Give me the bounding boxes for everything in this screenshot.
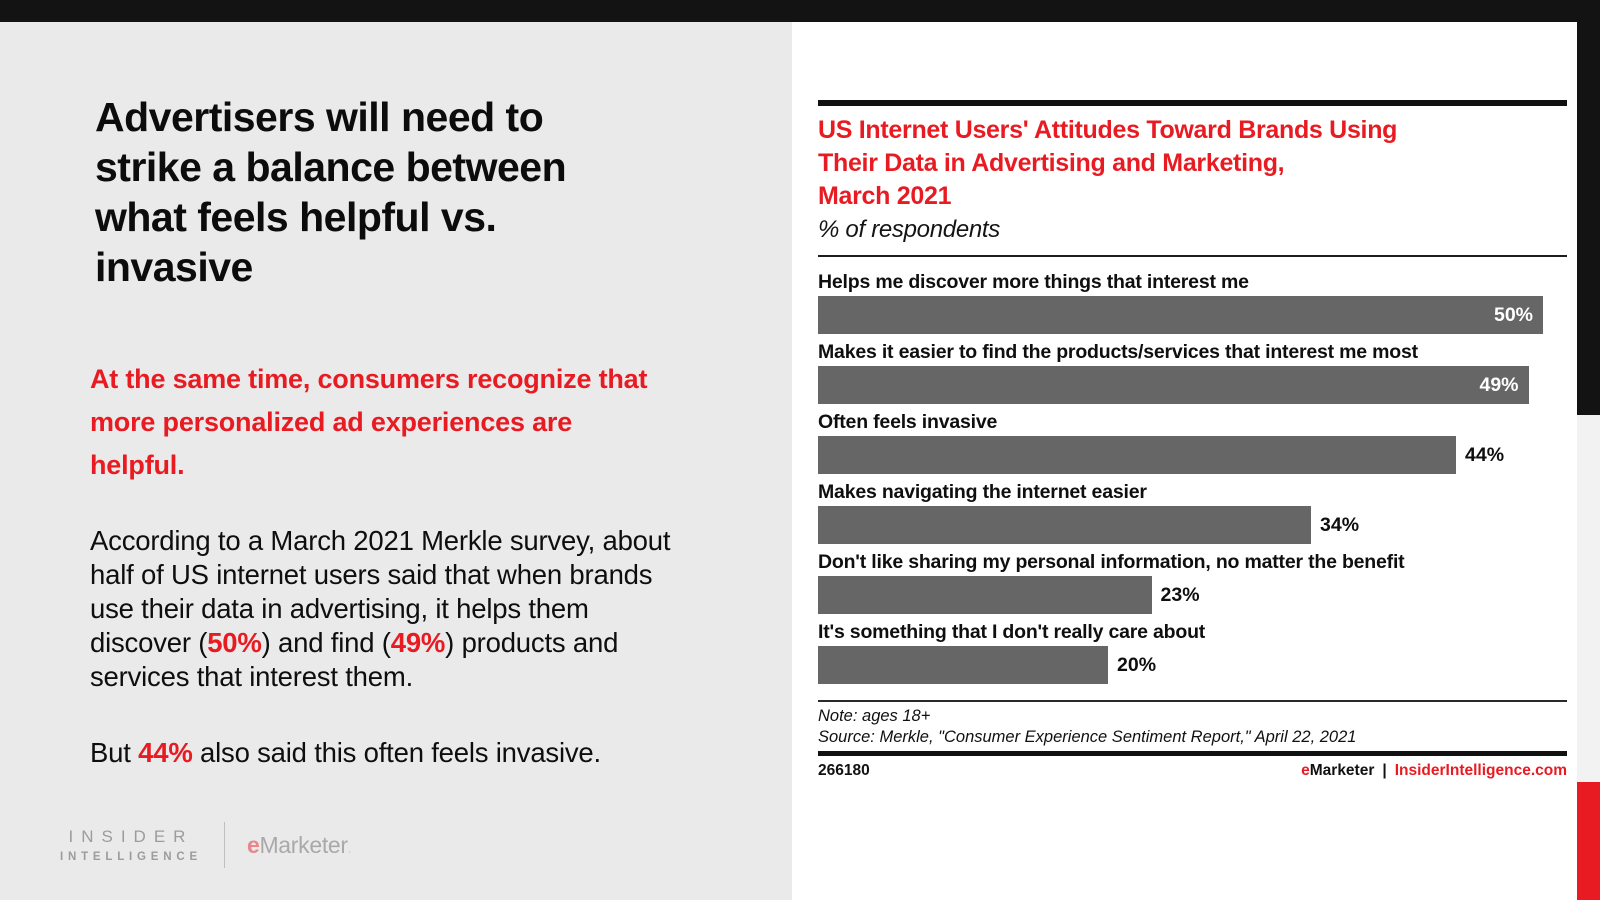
emphasis-paragraph: At the same time, consumers recognize th… <box>90 358 750 487</box>
emarketer-logo-text: Marketer <box>259 831 348 858</box>
headline-line: strike a balance between <box>95 144 567 190</box>
headline-line: invasive <box>95 244 253 290</box>
bar <box>818 646 1108 684</box>
brand-separator: | <box>1382 762 1387 779</box>
bar-category-label: Helps me discover more things that inter… <box>818 271 1249 293</box>
text-line: services that interest them. <box>90 660 770 694</box>
chart-source: Source: Merkle, "Consumer Experience Sen… <box>818 728 1357 746</box>
right-edge-strip-red <box>1577 782 1600 900</box>
emphasis-line: helpful. <box>90 450 185 480</box>
chart-card: US Internet Users' Attitudes Toward Bran… <box>792 22 1577 900</box>
text-run: discover ( <box>90 627 208 658</box>
text-line: discover (50%) and find (49%) products a… <box>90 626 770 660</box>
bar-value-label: 23% <box>1160 584 1200 606</box>
chart-title-line: Their Data in Advertising and Marketing, <box>818 149 1285 177</box>
brand-marketer: Marketer <box>1309 762 1375 779</box>
bar-chart-rows: Helps me discover more things that inter… <box>818 269 1567 684</box>
bar-value-label: 44% <box>1465 444 1505 466</box>
emarketer-logo: eMarketer. <box>246 831 352 859</box>
bar-category-label: Don't like sharing my personal informati… <box>818 551 1405 573</box>
logo-divider <box>223 822 225 868</box>
text-run: half of US internet users said that when… <box>90 559 653 590</box>
bar-category-label: Makes navigating the internet easier <box>818 481 1147 503</box>
headline-line: Advertisers will need to <box>95 94 544 140</box>
bar <box>818 506 1311 544</box>
chart-title-line: March 2021 <box>818 182 952 210</box>
text-line: According to a March 2021 Merkle survey,… <box>90 524 770 558</box>
chart-footer: 266180 eMarketer | InsiderIntelligence.com <box>818 762 1567 780</box>
text-run: But <box>90 737 139 768</box>
text-line: use their data in advertising, it helps … <box>90 592 770 626</box>
headline-line: what feels helpful vs. <box>95 194 497 240</box>
chart-row: Helps me discover more things that inter… <box>818 269 1567 334</box>
emarketer-logo-mark: . <box>347 839 352 856</box>
bar-track: 50% <box>818 296 1543 334</box>
text-run: also said this often feels invasive. <box>192 737 601 768</box>
text-run: ) and find ( <box>261 627 391 658</box>
bar: 49% <box>818 366 1529 404</box>
bar: 50% <box>818 296 1543 334</box>
chart-row: Makes it easier to find the products/ser… <box>818 339 1567 404</box>
stat-highlight: 49% <box>390 627 446 658</box>
insider-logo-line2: INTELLIGENCE <box>60 851 202 863</box>
right-edge-strip-black <box>1577 22 1600 415</box>
stat-highlight: 44% <box>138 737 193 768</box>
bar-value-label: 49% <box>1479 374 1519 396</box>
bar-value-label: 34% <box>1320 514 1360 536</box>
text-run: According to a March 2021 Merkle survey,… <box>90 525 671 556</box>
chart-row: It's something that I don't really care … <box>818 619 1567 684</box>
body-paragraph: According to a March 2021 Merkle survey,… <box>90 524 770 694</box>
insider-logo-line1: INSIDER <box>68 827 194 846</box>
chart-subtitle: % of respondents <box>818 216 1000 243</box>
text-run: use their data in advertising, it helps … <box>90 593 589 624</box>
chart-title: US Internet Users' Attitudes Toward Bran… <box>818 114 1567 213</box>
brand-e: e <box>1301 762 1310 779</box>
chart-row: Makes navigating the internet easier 34% <box>818 479 1567 544</box>
bar <box>818 576 1152 614</box>
text-line: But 44% also said this often feels invas… <box>90 736 770 770</box>
slide-left-panel: Advertisers will need to strike a balanc… <box>0 22 792 900</box>
chart-note: Note: ages 18+ <box>818 707 931 725</box>
chart-notes: Note: ages 18+ Source: Merkle, "Consumer… <box>818 706 1567 748</box>
stat-highlight: 50% <box>207 627 262 658</box>
chart-top-rule <box>818 100 1567 106</box>
bar-value-label: 20% <box>1117 654 1157 676</box>
chart-card-inner: US Internet Users' Attitudes Toward Bran… <box>818 22 1567 780</box>
chart-footer-brand: eMarketer | InsiderIntelligence.com <box>1301 762 1567 780</box>
bar-track: 34% <box>818 506 1543 544</box>
chart-header-rule <box>818 255 1567 257</box>
chart-title-line: US Internet Users' Attitudes Toward Bran… <box>818 116 1398 144</box>
top-black-bar <box>0 0 1600 22</box>
bar-category-label: Often feels invasive <box>818 411 998 433</box>
bar <box>818 436 1456 474</box>
chart-row: Often feels invasive 44% <box>818 409 1567 474</box>
bar-track: 49% <box>818 366 1543 404</box>
emarketer-logo-e: e <box>246 831 260 858</box>
chart-bottom-rule <box>818 751 1567 756</box>
brand-logos: INSIDER INTELLIGENCE eMarketer. <box>60 822 352 868</box>
right-edge-strip-gray <box>1577 415 1600 782</box>
text-line: half of US internet users said that when… <box>90 558 770 592</box>
brand-site-link: InsiderIntelligence.com <box>1394 762 1567 779</box>
text-run: ) products and <box>445 627 619 658</box>
chart-row: Don't like sharing my personal informati… <box>818 549 1567 614</box>
bar-category-label: Makes it easier to find the products/ser… <box>818 341 1418 363</box>
emphasis-line: At the same time, consumers recognize th… <box>90 364 648 394</box>
bar-track: 23% <box>818 576 1543 614</box>
bar-track: 20% <box>818 646 1543 684</box>
chart-note-rule <box>818 700 1567 702</box>
slide-headline: Advertisers will need to strike a balanc… <box>95 92 715 292</box>
emphasis-line: more personalized ad experiences are <box>90 407 573 437</box>
closing-sentence: But 44% also said this often feels invas… <box>90 736 770 770</box>
bar-category-label: It's something that I don't really care … <box>818 621 1206 643</box>
bar-track: 44% <box>818 436 1543 474</box>
chart-id: 266180 <box>818 762 870 779</box>
bar-value-label: 50% <box>1493 304 1533 326</box>
text-run: services that interest them. <box>90 661 414 692</box>
insider-intelligence-logo: INSIDER INTELLIGENCE <box>60 827 202 863</box>
